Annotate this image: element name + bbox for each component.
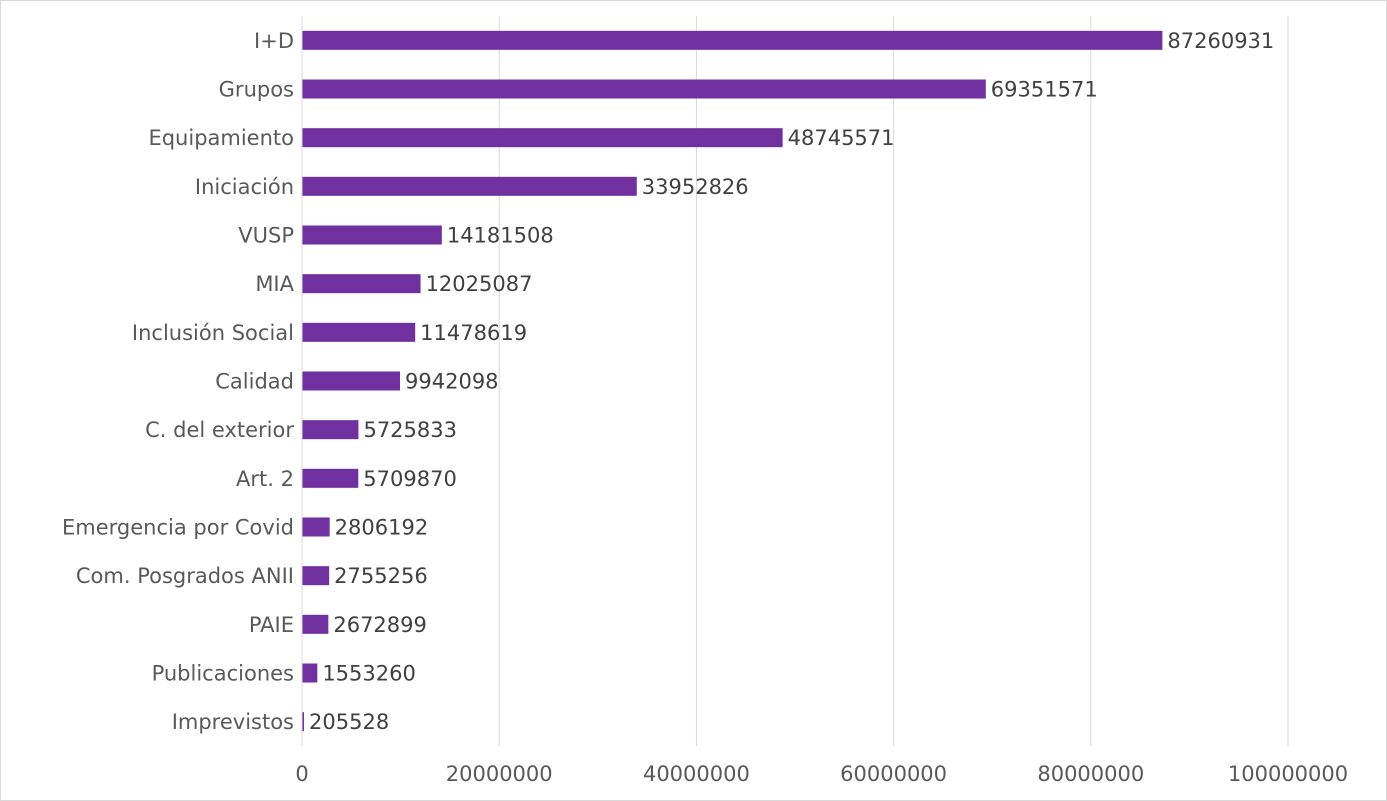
category-label: I+D xyxy=(254,29,294,53)
bar xyxy=(302,420,359,440)
data-label: 2755256 xyxy=(334,564,428,588)
data-label: 5725833 xyxy=(363,418,457,442)
bar xyxy=(302,225,442,245)
category-label: Com. Posgrados ANII xyxy=(76,564,294,588)
data-label: 2806192 xyxy=(335,516,429,540)
bar xyxy=(302,663,318,683)
bar xyxy=(302,614,329,634)
category-label: C. del exterior xyxy=(145,418,294,442)
category-label: Publicaciones xyxy=(152,662,294,686)
bar xyxy=(302,30,1163,50)
bar xyxy=(302,712,305,732)
data-label: 205528 xyxy=(309,710,389,734)
x-tick-labels: 0 20000000 40000000 60000000 80000000 1000000… xyxy=(295,762,1348,786)
x-tick-label: 100000000 xyxy=(1228,762,1348,786)
data-label: 14181508 xyxy=(447,224,554,248)
data-label: 1553260 xyxy=(322,662,416,686)
x-tick-label: 60000000 xyxy=(840,762,947,786)
bar xyxy=(302,322,416,342)
bar xyxy=(302,371,401,391)
data-labels: 87260931 69351571 48745571 33952826 14181508… xyxy=(309,29,1274,734)
data-label: 12025087 xyxy=(426,272,533,296)
category-label: MIA xyxy=(255,272,294,296)
data-label: 9942098 xyxy=(405,370,499,394)
data-label: 87260931 xyxy=(1167,29,1274,53)
x-tick-label: 40000000 xyxy=(643,762,750,786)
category-label: Inclusión Social xyxy=(132,321,294,345)
bar xyxy=(302,274,421,294)
bar xyxy=(302,176,637,196)
category-label: Art. 2 xyxy=(236,467,294,491)
data-label: 5709870 xyxy=(363,467,457,491)
category-label: Emergencia por Covid xyxy=(62,516,294,540)
data-label: 2672899 xyxy=(333,613,427,637)
category-label: Iniciación xyxy=(195,175,294,199)
category-label: Calidad xyxy=(215,370,294,394)
category-label: Grupos xyxy=(219,78,294,102)
bars xyxy=(302,30,1163,732)
data-label: 33952826 xyxy=(642,175,749,199)
data-label: 48745571 xyxy=(788,126,895,150)
category-label: Equipamiento xyxy=(148,126,294,150)
bar xyxy=(302,517,330,537)
category-label: PAIE xyxy=(249,613,294,637)
bar xyxy=(302,128,783,148)
data-label: 11478619 xyxy=(420,321,527,345)
category-labels: I+D Grupos Equipamiento Iniciación VUSP MIA In… xyxy=(62,29,295,734)
bar xyxy=(302,468,359,488)
category-label: VUSP xyxy=(238,224,294,248)
x-tick-label: 80000000 xyxy=(1037,762,1144,786)
x-tick-label: 0 xyxy=(295,762,308,786)
data-label: 69351571 xyxy=(991,78,1098,102)
bar xyxy=(302,79,986,99)
category-label: Imprevistos xyxy=(172,710,294,734)
bar xyxy=(302,566,330,586)
x-tick-label: 20000000 xyxy=(446,762,553,786)
